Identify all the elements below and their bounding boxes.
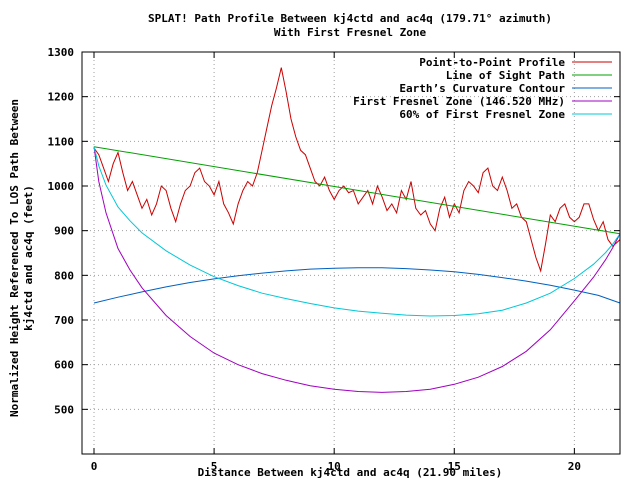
y-tick-label: 500 [54, 403, 74, 416]
legend-label: Earth’s Curvature Contour [399, 82, 565, 95]
series-line [93, 67, 621, 273]
legend-label: 60% of First Fresnel Zone [399, 108, 565, 121]
y-axis-label-line2: kj4ctd and ac4q (feet) [22, 185, 35, 331]
x-axis-label: Distance Between kj4ctd and ac4q (21.90 … [198, 466, 503, 479]
series-line [93, 146, 621, 235]
chart-subtitle: With First Fresnel Zone [274, 26, 427, 39]
series-line [93, 146, 621, 317]
x-tick-label: 5 [211, 460, 218, 473]
series-line [93, 146, 621, 393]
y-axis-ticks: 500 600 700 800 900 1000 1100 1200 1300 [48, 46, 620, 416]
x-tick-label: 15 [448, 460, 461, 473]
legend-label: First Fresnel Zone (146.520 MHz) [353, 95, 565, 108]
legend-label: Point-to-Point Profile [419, 56, 565, 69]
y-tick-label: 900 [54, 225, 74, 238]
y-axis-label-line1: Normalized Height Referenced To LOS Path… [8, 99, 21, 417]
x-tick-label: 10 [328, 460, 341, 473]
y-tick-label: 1200 [48, 91, 75, 104]
grid-lines [82, 52, 620, 454]
y-tick-label: 1300 [48, 46, 75, 59]
y-tick-label: 600 [54, 359, 74, 372]
x-tick-label: 0 [91, 460, 98, 473]
y-tick-label: 700 [54, 314, 74, 327]
plot-series [93, 67, 621, 393]
plot-frame [81, 51, 621, 455]
y-tick-label: 1000 [48, 180, 75, 193]
y-tick-label: 1100 [48, 135, 75, 148]
x-axis-ticks: 0 5 10 15 20 [91, 52, 581, 473]
x-tick-label: 20 [568, 460, 581, 473]
legend-label: Line of Sight Path [446, 69, 565, 82]
series-line [93, 267, 621, 304]
chart-title: SPLAT! Path Profile Between kj4ctd and a… [148, 12, 552, 25]
y-tick-label: 800 [54, 269, 74, 282]
